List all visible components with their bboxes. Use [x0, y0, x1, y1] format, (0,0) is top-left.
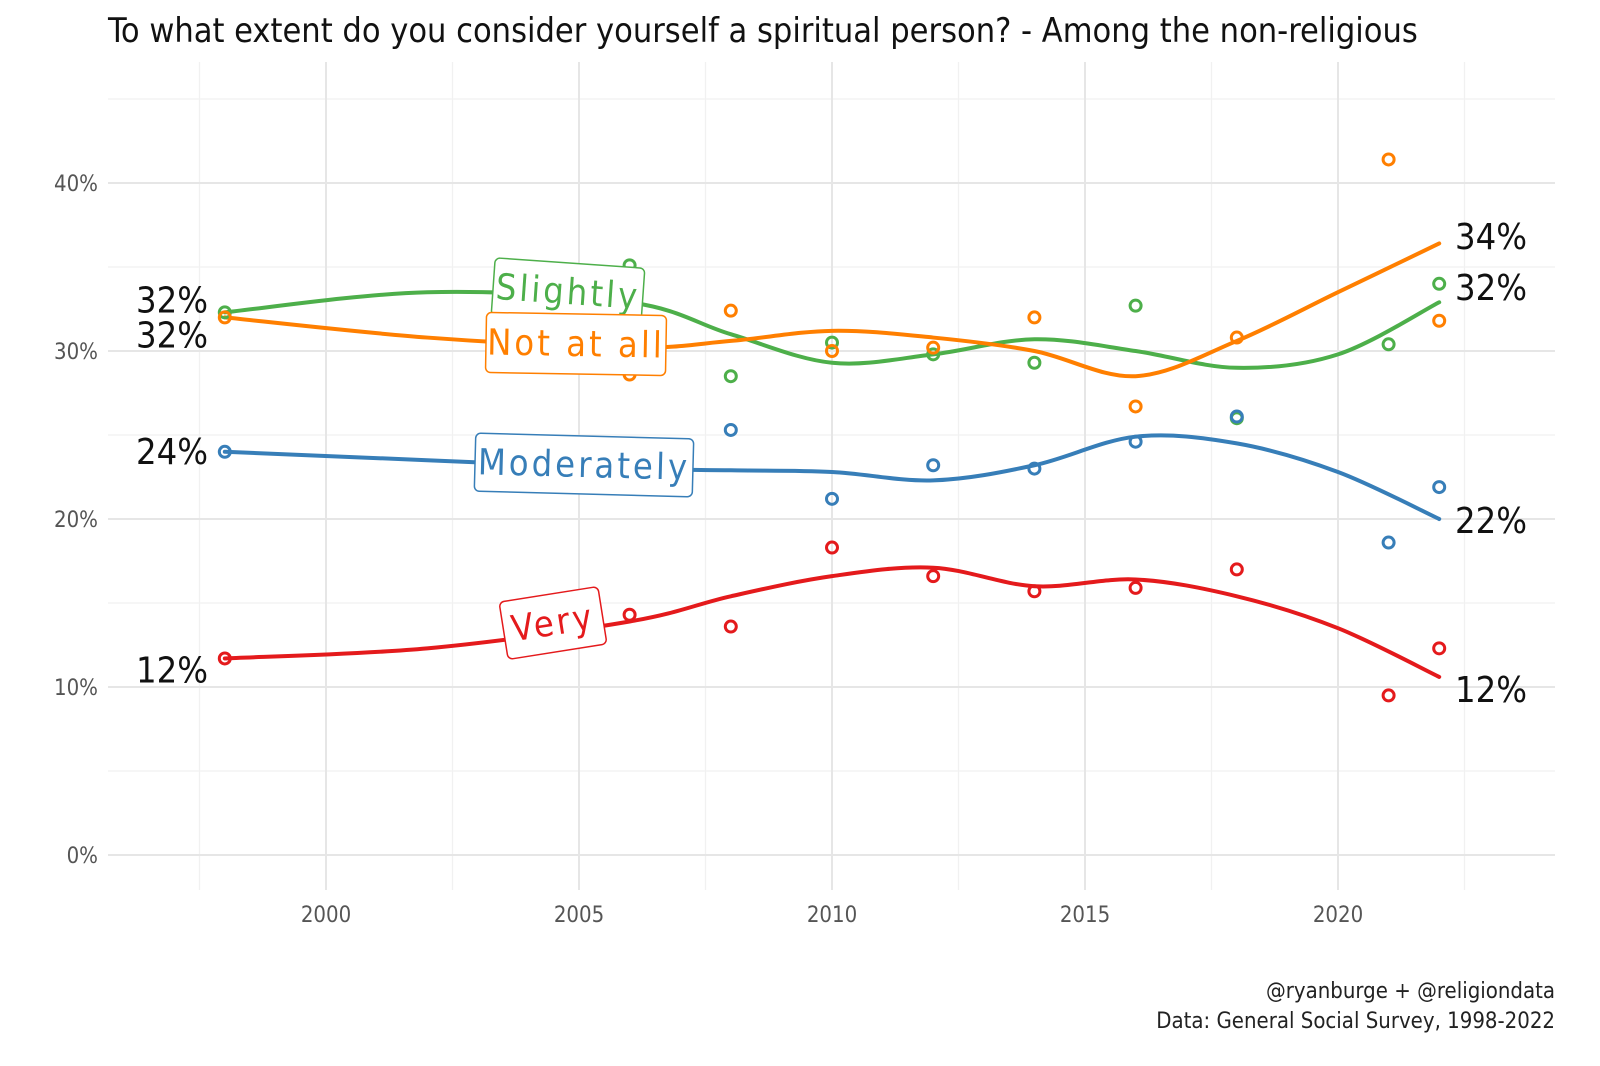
caption-credit: @ryanburge + @religiondata: [1266, 979, 1555, 1004]
series-label-text: Moderately: [477, 442, 690, 489]
data-point-slightly: [1027, 355, 1042, 370]
series-label-text: Slightly: [494, 267, 641, 318]
series-label-box: [484, 311, 668, 377]
caption-source: Data: General Social Survey, 1998-2022: [1156, 1009, 1555, 1034]
data-point-not-at-all: [1432, 313, 1447, 328]
end-label-very: 12%: [1455, 670, 1527, 711]
series-label-text: Not at all: [487, 322, 665, 366]
series-points: [217, 152, 1447, 703]
data-point-moderately: [217, 444, 232, 459]
data-point-very: [723, 619, 738, 634]
end-label-slightly: 32%: [1455, 268, 1527, 309]
y-tick-label: 10%: [54, 676, 98, 701]
data-point-not-at-all: [1128, 399, 1143, 414]
y-tick-label: 30%: [54, 340, 98, 365]
data-point-moderately: [926, 458, 941, 473]
series-label-box: [499, 586, 607, 660]
data-point-slightly: [1128, 298, 1143, 313]
data-point-very: [1229, 562, 1244, 577]
data-point-slightly: [723, 369, 738, 384]
data-point-not-at-all: [1027, 310, 1042, 325]
data-point-moderately: [723, 422, 738, 437]
data-point-very: [1128, 580, 1143, 595]
chart-title: To what extent do you consider yourself …: [107, 11, 1418, 51]
data-point-slightly: [217, 305, 232, 320]
data-point-not-at-all: [723, 303, 738, 318]
data-point-very: [217, 651, 232, 666]
data-point-slightly: [1381, 337, 1396, 352]
data-point-slightly: [1432, 276, 1447, 291]
start-label-moderately: 24%: [136, 432, 208, 473]
series-label-slightly: Slightly: [490, 257, 646, 327]
end-label-not-at-all: 34%: [1455, 217, 1527, 258]
data-point-not-at-all: [1381, 152, 1396, 167]
data-point-very: [825, 540, 839, 555]
y-tick-label: 20%: [54, 508, 98, 533]
x-tick-label: 2005: [554, 903, 604, 928]
data-point-very: [1381, 688, 1396, 703]
data-point-slightly: [825, 335, 839, 350]
start-label-not-at-all: 32%: [136, 315, 208, 356]
data-point-slightly: [926, 347, 941, 362]
data-point-moderately: [825, 491, 839, 506]
data-point-not-at-all: [825, 344, 839, 358]
data-point-moderately: [1027, 461, 1042, 476]
grid: [108, 62, 1555, 890]
series-label-moderately: Moderately: [473, 432, 695, 498]
trend-line-very: [222, 565, 1442, 679]
data-point-moderately: [1128, 434, 1143, 449]
series-label-very: Very: [499, 586, 607, 660]
series-label-not-at-all: Not at all: [484, 311, 668, 377]
y-tick-label: 0%: [67, 844, 98, 869]
x-tick-label: 2020: [1313, 903, 1363, 928]
series-label-box: [473, 432, 695, 498]
x-tick-label: 2010: [807, 903, 857, 928]
data-point-moderately: [1432, 480, 1447, 495]
data-point-not-at-all: [1229, 330, 1244, 345]
x-tick-label: 2015: [1060, 903, 1110, 928]
axis-ticks: 0% 10% 20% 30% 40% 2000 2005 2010 2015 2020: [54, 172, 1363, 928]
data-point-moderately: [1229, 409, 1244, 424]
start-label-very: 12%: [136, 650, 208, 691]
x-tick-label: 2000: [301, 903, 351, 928]
data-point-very: [1027, 584, 1042, 599]
data-point-very: [622, 607, 637, 622]
data-point-very: [926, 569, 941, 584]
end-label-moderately: 22%: [1455, 501, 1527, 542]
data-point-not-at-all: [926, 340, 941, 355]
data-point-very: [1432, 641, 1447, 656]
data-point-moderately: [1381, 535, 1396, 550]
data-point-not-at-all: [217, 310, 232, 325]
y-tick-label: 40%: [54, 172, 98, 197]
start-label-slightly: 32%: [136, 280, 208, 321]
